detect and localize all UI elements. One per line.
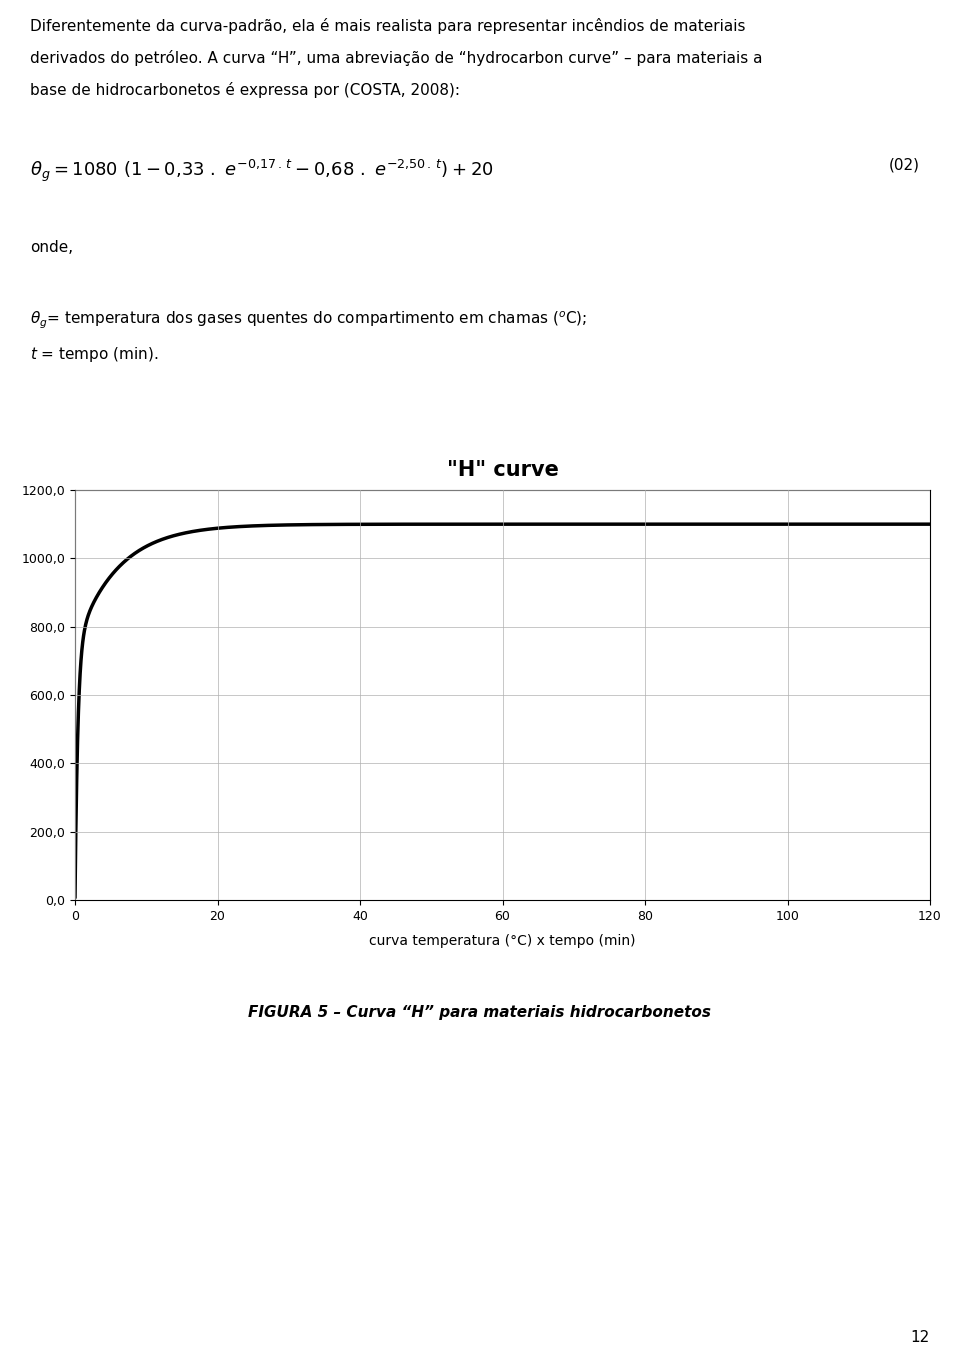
Text: 12: 12 — [911, 1331, 930, 1344]
Text: onde,: onde, — [30, 240, 73, 255]
Text: $t$ = tempo (min).: $t$ = tempo (min). — [30, 345, 158, 364]
Title: "H" curve: "H" curve — [446, 460, 559, 481]
Text: derivados do petróleo. A curva “H”, uma abreviação de “hydrocarbon curve” – para: derivados do petróleo. A curva “H”, uma … — [30, 51, 762, 66]
X-axis label: curva temperatura (°C) x tempo (min): curva temperatura (°C) x tempo (min) — [370, 934, 636, 947]
Text: FIGURA 5 – Curva “H” para materiais hidrocarbonetos: FIGURA 5 – Curva “H” para materiais hidr… — [249, 1005, 711, 1020]
Text: $\theta_g$= temperatura dos gases quentes do compartimento em chamas ($^o$C);: $\theta_g$= temperatura dos gases quente… — [30, 309, 588, 331]
Text: (02): (02) — [889, 157, 920, 172]
Text: $\theta_g = 1080\ (1 - 0{,}33\ .\ e^{-0{,}17\,.\,t} - 0{,}68\ .\ e^{-2{,}50\,.\,: $\theta_g = 1080\ (1 - 0{,}33\ .\ e^{-0{… — [30, 157, 493, 185]
Text: base de hidrocarbonetos é expressa por (COSTA, 2008):: base de hidrocarbonetos é expressa por (… — [30, 82, 460, 99]
Text: Diferentemente da curva-padrão, ela é mais realista para representar incêndios d: Diferentemente da curva-padrão, ela é ma… — [30, 18, 746, 34]
